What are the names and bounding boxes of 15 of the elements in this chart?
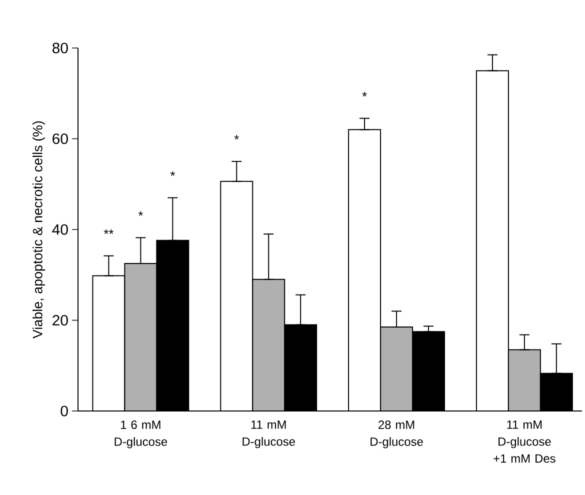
- y-tick-label: 40: [52, 224, 68, 235]
- y-axis-title: Viable, apoptotic & necrotic cells (%): [32, 121, 46, 338]
- x-tick-label: 1 6 mM D-glucose: [114, 420, 168, 448]
- annotation: *: [362, 92, 367, 96]
- y-tick-label: 0: [60, 406, 68, 416]
- annotation: *: [234, 135, 239, 140]
- y-tick-label: 60: [52, 133, 68, 144]
- annotation: **: [104, 229, 114, 234]
- y-tick-label: 20: [52, 314, 68, 326]
- y-tick-label: 80: [52, 42, 68, 54]
- annotation: *: [138, 211, 144, 216]
- x-tick-label: 11 mM D-glucose: [242, 420, 295, 448]
- annotation: *: [170, 171, 175, 176]
- x-tick-label: 11 mM D-glucose +1 mM Des: [494, 420, 556, 463]
- x-tick-label: 28 mM D-glucose: [370, 420, 423, 448]
